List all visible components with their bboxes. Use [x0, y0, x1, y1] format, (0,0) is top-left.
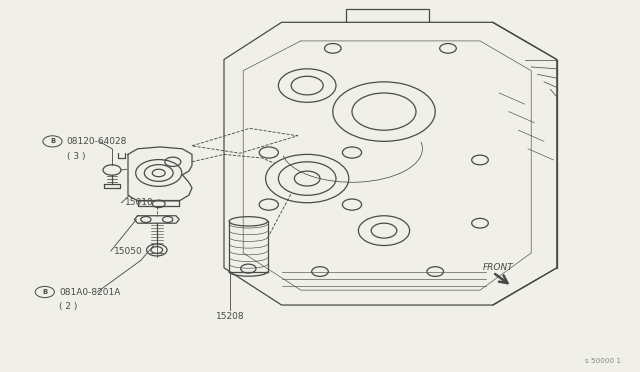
- Text: ( 3 ): ( 3 ): [67, 152, 85, 161]
- Text: 08120-64028: 08120-64028: [67, 137, 127, 146]
- Text: FRONT: FRONT: [483, 263, 514, 272]
- Text: 15208: 15208: [216, 312, 244, 321]
- Text: B: B: [50, 138, 55, 144]
- Text: 081A0-8201A: 081A0-8201A: [59, 288, 120, 296]
- Text: 15010: 15010: [125, 198, 154, 207]
- Text: ( 2 ): ( 2 ): [59, 302, 77, 311]
- Text: 15050: 15050: [114, 247, 143, 256]
- Text: B: B: [42, 289, 47, 295]
- Text: s 50000 1: s 50000 1: [585, 358, 621, 364]
